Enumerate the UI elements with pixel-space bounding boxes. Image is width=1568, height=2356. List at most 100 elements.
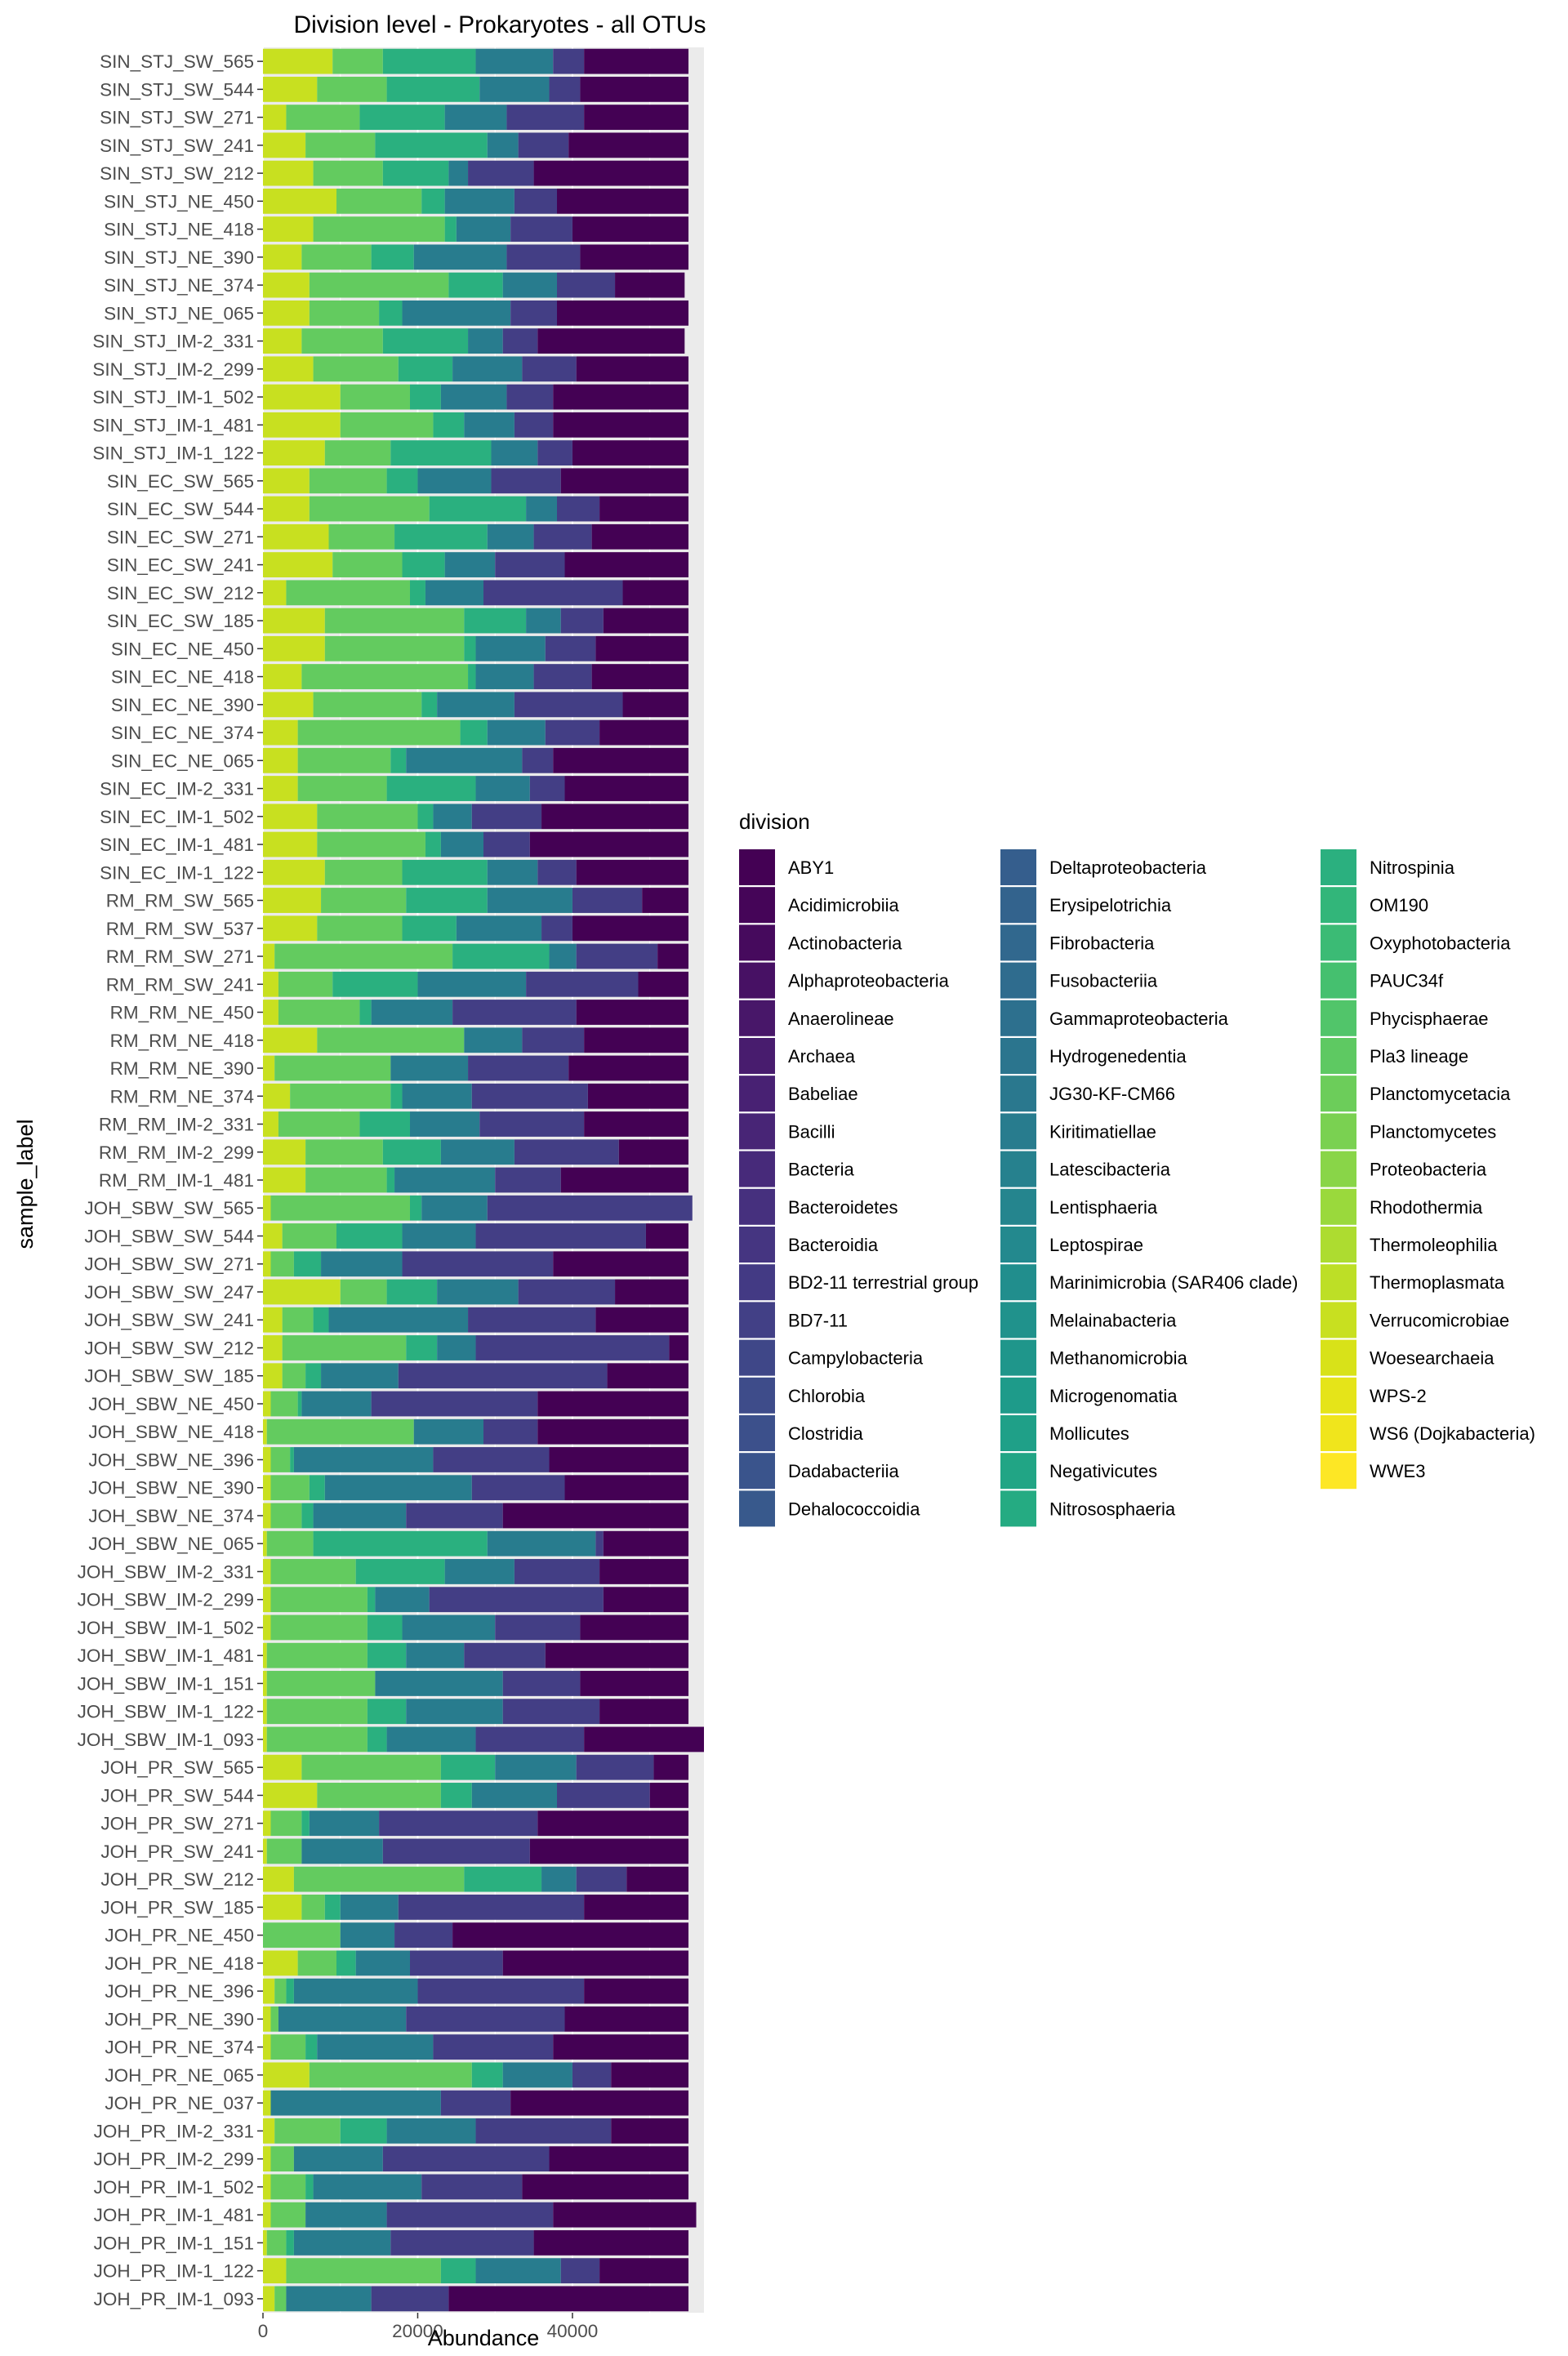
- bar-segment: [263, 608, 325, 634]
- bar-row: [263, 1083, 689, 1109]
- bar-segment: [274, 2286, 287, 2312]
- legend-item: Pla3 lineage: [1321, 1038, 1468, 1074]
- bar-segment: [510, 2090, 689, 2116]
- bar-segment: [263, 635, 325, 661]
- bar-segment: [336, 1223, 403, 1249]
- legend-item: Bacteria: [739, 1151, 854, 1187]
- bar-row: [263, 776, 689, 801]
- legend-item: Chlorobia: [739, 1377, 866, 1414]
- bar-row: [263, 804, 689, 830]
- bar-segment: [475, 776, 530, 801]
- legend-label: Thermoleophilia: [1370, 1235, 1498, 1255]
- bar-segment: [274, 1055, 391, 1081]
- bar-segment: [266, 1530, 314, 1557]
- bar-row: [263, 412, 689, 438]
- bar-segment: [471, 2062, 503, 2088]
- bar-row: [263, 1866, 689, 1892]
- legend-label: Dadabacteriia: [788, 1461, 900, 1481]
- y-tick-label: RM_RM_SW_537: [106, 919, 254, 939]
- y-tick-label: JOH_PR_NE_065: [105, 2065, 254, 2086]
- bar-segment: [425, 580, 483, 606]
- bar-row: [263, 2118, 689, 2144]
- bar-segment: [464, 1027, 523, 1053]
- bar-segment: [402, 1223, 476, 1249]
- legend-swatch: [1321, 1377, 1356, 1414]
- y-tick-label: SIN_STJ_IM-1_122: [92, 443, 254, 464]
- y-tick-label: JOH_SBW_NE_390: [88, 1478, 254, 1499]
- bar-segment: [560, 2258, 600, 2284]
- bar-segment: [479, 1111, 585, 1137]
- bar-segment: [263, 2229, 267, 2256]
- bar-segment: [576, 1866, 627, 1892]
- bar-segment: [263, 943, 275, 969]
- legend-label: Marinimicrobia (SAR406 clade): [1049, 1272, 1298, 1293]
- bar-row: [263, 888, 689, 913]
- y-tick-label: JOH_SBW_NE_450: [88, 1394, 254, 1414]
- bar-segment: [270, 2034, 306, 2060]
- bar-segment: [437, 1279, 519, 1305]
- bar-segment: [553, 1251, 689, 1277]
- legend-item: Lentisphaeria: [1000, 1188, 1158, 1225]
- bar-segment: [263, 1922, 341, 1948]
- bar-segment: [367, 1587, 376, 1613]
- legend-item: Proteobacteria: [1321, 1151, 1487, 1187]
- bar-segment: [487, 888, 572, 913]
- bar-segment: [317, 2034, 434, 2060]
- bar-segment: [263, 859, 325, 885]
- legend-swatch: [1000, 1076, 1036, 1112]
- y-tick-label: RM_RM_SW_565: [106, 891, 254, 911]
- bar-row: [263, 523, 689, 550]
- bar-segment: [305, 2202, 387, 2228]
- legend-label: Archaea: [788, 1046, 856, 1067]
- bar-row: [263, 1000, 689, 1025]
- bar-segment: [379, 1810, 538, 1837]
- y-tick-label: RM_RM_NE_390: [110, 1058, 254, 1079]
- bar-segment: [286, 2286, 372, 2312]
- legend-item: JG30-KF-CM66: [1000, 1076, 1175, 1112]
- y-tick-label: JOH_SBW_NE_396: [88, 1450, 254, 1470]
- bar-segment: [529, 1838, 689, 1864]
- legend-item: Kiritimatiellae: [1000, 1113, 1156, 1150]
- bar-segment: [309, 496, 430, 522]
- y-tick-label: SIN_EC_IM-2_331: [100, 779, 254, 799]
- legend-item: Rhodothermia: [1321, 1188, 1483, 1225]
- bar-row: [263, 2202, 697, 2228]
- bar-segment: [317, 1783, 441, 1808]
- bar-segment: [553, 2202, 697, 2228]
- bar-segment: [340, 412, 434, 438]
- bar-segment: [355, 1950, 410, 1976]
- legend-label: JG30-KF-CM66: [1049, 1084, 1175, 1104]
- bar-segment: [317, 915, 403, 942]
- bar-segment: [286, 1978, 294, 2004]
- bar-segment: [263, 1139, 306, 1165]
- legend-swatch: [739, 1264, 775, 1301]
- bar-segment: [421, 188, 445, 214]
- bar-segment: [301, 1391, 372, 1417]
- bar-segment: [394, 1922, 453, 1948]
- bar-segment: [464, 412, 514, 438]
- bar-segment: [514, 188, 557, 214]
- bar-segment: [336, 188, 422, 214]
- legend-label: Dehalococcoidia: [788, 1499, 920, 1519]
- legend-label: Fibrobacteria: [1049, 933, 1155, 953]
- bar-segment: [433, 412, 465, 438]
- bar-segment: [324, 1475, 472, 1501]
- bar-segment: [309, 2062, 472, 2088]
- bar-segment: [263, 1251, 271, 1277]
- bar-segment: [502, 2062, 572, 2088]
- legend-item: WS6 (Dojkabacteria): [1321, 1415, 1535, 1451]
- bar-segment: [433, 2034, 554, 2060]
- bar-segment: [417, 468, 492, 494]
- bar-segment: [421, 2174, 523, 2200]
- bar-row: [263, 971, 689, 997]
- bar-segment: [266, 1726, 368, 1753]
- bar-segment: [270, 1559, 356, 1584]
- legend-swatch: [739, 1227, 775, 1263]
- bar-segment: [297, 719, 461, 746]
- bar-segment: [603, 1587, 689, 1613]
- bar-segment: [591, 523, 689, 550]
- bar-segment: [611, 2062, 689, 2088]
- bar-row: [263, 1111, 689, 1137]
- bar-row: [263, 1699, 689, 1725]
- bar-segment: [642, 888, 689, 913]
